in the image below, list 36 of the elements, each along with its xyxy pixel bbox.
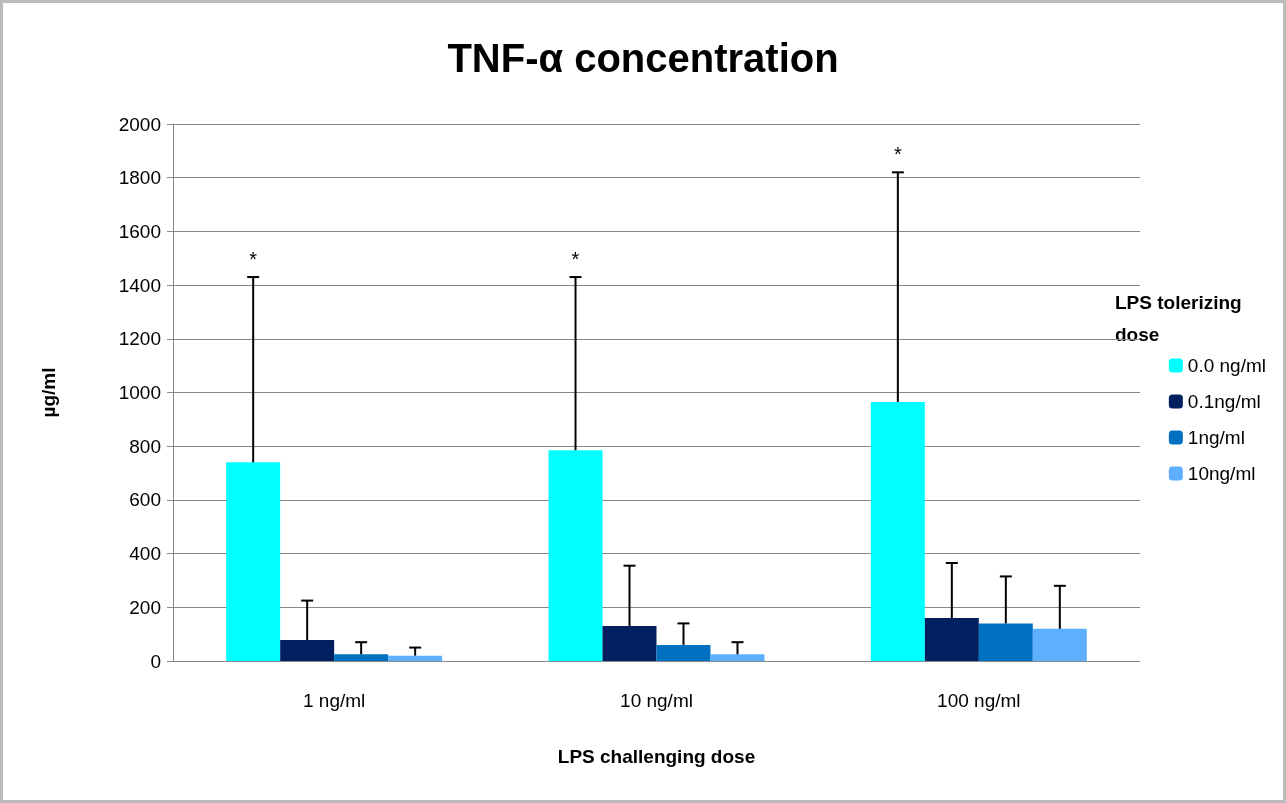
y-tick-label: 600 bbox=[129, 489, 161, 511]
bar bbox=[388, 655, 443, 661]
y-tick-label: 1600 bbox=[118, 220, 161, 242]
legend-label: 0.1ng/ml bbox=[1187, 391, 1261, 412]
annotation: * bbox=[571, 248, 580, 271]
y-tick-label: 800 bbox=[129, 435, 161, 457]
bar bbox=[280, 640, 335, 661]
y-tick-label: 1200 bbox=[118, 328, 161, 350]
x-tick-label: 100 ng/ml bbox=[937, 690, 1021, 711]
bar bbox=[978, 623, 1033, 661]
y-axis-title: µg/ml bbox=[38, 367, 59, 418]
legend-label: 1ng/ml bbox=[1187, 427, 1245, 448]
bar bbox=[656, 644, 711, 661]
legend-label: 0.0 ng/ml bbox=[1187, 355, 1266, 376]
bar bbox=[226, 462, 281, 661]
x-tick-label: 10 ng/ml bbox=[620, 690, 693, 711]
legend-label: 10ng/ml bbox=[1187, 463, 1256, 484]
y-tick-label: 400 bbox=[129, 543, 161, 565]
annotation: * bbox=[249, 248, 258, 271]
bar bbox=[1032, 628, 1087, 661]
y-tick-label: 2000 bbox=[118, 113, 161, 135]
bar bbox=[870, 401, 925, 661]
bar bbox=[924, 618, 979, 661]
chart-title: TNF-α concentration bbox=[447, 36, 839, 80]
bar bbox=[602, 626, 657, 661]
y-tick-label: 1000 bbox=[118, 382, 161, 403]
x-tick-label: 1 ng/ml bbox=[303, 690, 366, 711]
y-tick-label: 0 bbox=[150, 650, 161, 672]
bar bbox=[548, 450, 603, 661]
annotation: * bbox=[893, 143, 902, 166]
y-tick-label: 1800 bbox=[118, 167, 161, 189]
bar bbox=[334, 654, 389, 661]
bar bbox=[710, 654, 765, 661]
y-tick-label: 200 bbox=[129, 596, 161, 618]
y-tick-label: 1400 bbox=[118, 274, 161, 296]
x-axis-title: LPS challenging dose bbox=[557, 746, 756, 767]
